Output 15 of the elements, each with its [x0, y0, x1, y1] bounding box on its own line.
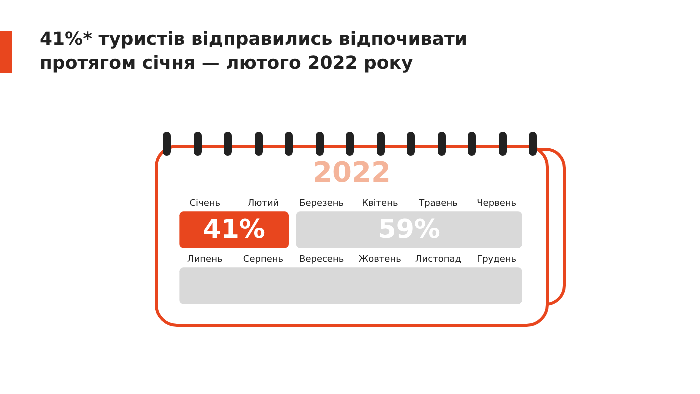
category-label: Березень	[300, 199, 344, 209]
category-label: Травень	[418, 199, 458, 209]
category-label: Серпень	[243, 255, 284, 265]
data-label: 41%	[203, 214, 266, 245]
category-label: Липень	[188, 255, 223, 265]
category-label: Січень	[190, 199, 221, 209]
category-label: Грудень	[477, 255, 517, 265]
category-label: Жовтень	[358, 255, 402, 265]
category-label: Квітень	[362, 199, 398, 209]
category-label: Листопад	[416, 255, 462, 265]
text: 41%* туристів відправились відпочивати протягом січня — лютого 2022 року	[40, 28, 468, 76]
category-label: Лютий	[248, 199, 280, 209]
text: 2022	[312, 156, 392, 189]
category-label: Червень	[477, 199, 517, 209]
category-label: Вересень	[300, 255, 344, 265]
